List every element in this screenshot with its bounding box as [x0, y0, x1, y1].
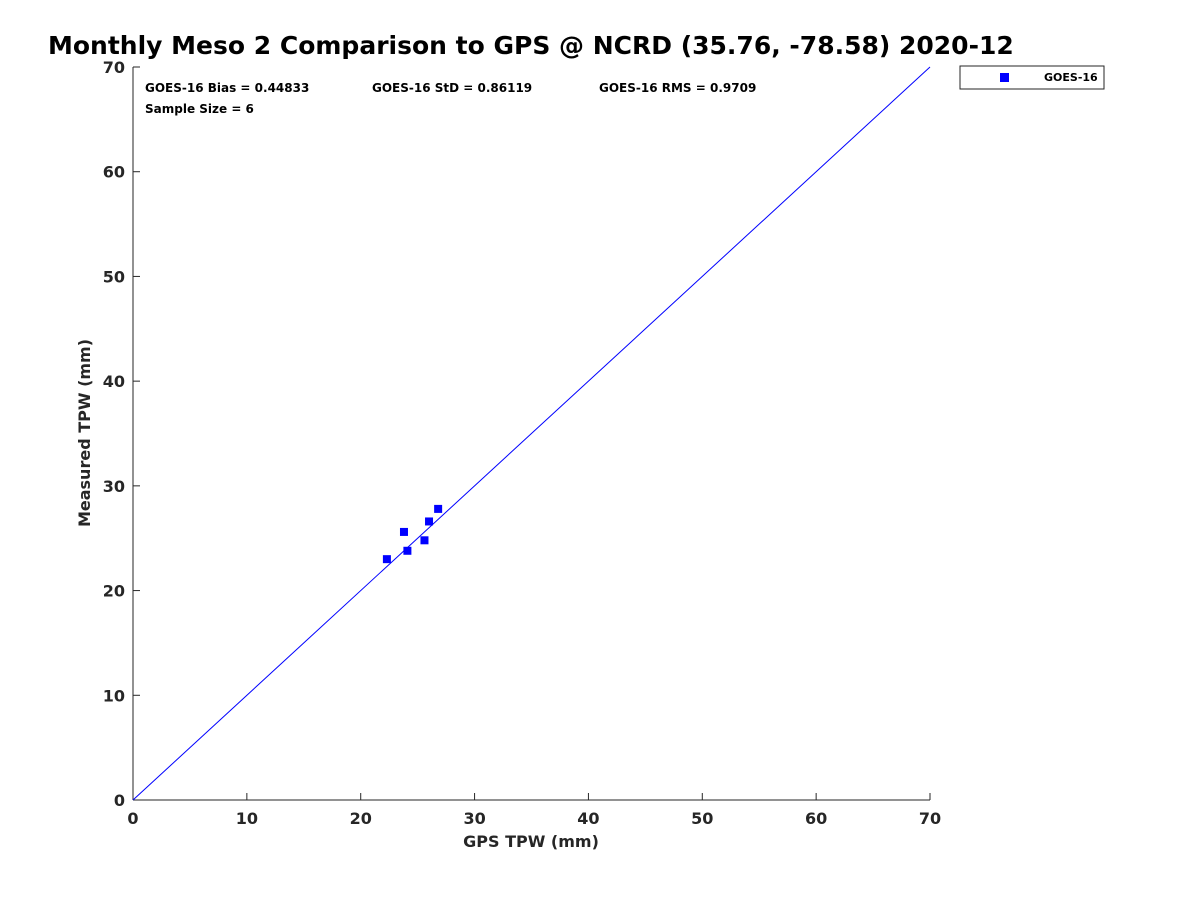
x-tick-label: 0 — [127, 809, 138, 828]
stat-bias: GOES-16 Bias = 0.44833 — [145, 81, 309, 95]
axis-ticks: 0 10 20 30 40 50 60 70 0 10 20 30 40 50 60 70 — [103, 58, 941, 828]
chart-title: Monthly Meso 2 Comparison to GPS @ NCRD … — [48, 31, 1014, 60]
data-point — [425, 517, 434, 526]
legend-label: GOES-16 — [1044, 71, 1098, 84]
data-point — [403, 546, 412, 555]
identity-reference-line — [132, 66, 931, 801]
legend-marker — [1000, 73, 1009, 82]
y-tick-label: 70 — [103, 58, 125, 77]
x-axis-label: GPS TPW (mm) — [463, 832, 599, 851]
data-point — [399, 527, 408, 536]
y-axis-label: Measured TPW (mm) — [75, 339, 94, 527]
x-tick-label: 30 — [463, 809, 485, 828]
legend-box — [959, 65, 1105, 90]
legend: GOES-16 — [959, 65, 1105, 90]
x-tick-label: 50 — [691, 809, 713, 828]
data-point — [382, 555, 391, 564]
x-tick-label: 10 — [236, 809, 258, 828]
y-tick-label: 60 — [103, 163, 125, 182]
data-point — [420, 536, 429, 545]
x-tick-label: 60 — [805, 809, 827, 828]
y-tick-label: 0 — [114, 791, 125, 810]
data-point — [434, 504, 443, 513]
stat-rms: GOES-16 RMS = 0.9709 — [599, 81, 756, 95]
y-tick-label: 10 — [103, 686, 125, 705]
x-tick-label: 20 — [350, 809, 372, 828]
stat-sample-size: Sample Size = 6 — [145, 102, 254, 116]
x-tick-label: 70 — [919, 809, 941, 828]
x-tick-label: 40 — [577, 809, 599, 828]
plot-area — [132, 67, 930, 801]
stat-std: GOES-16 StD = 0.86119 — [372, 81, 532, 95]
y-tick-label: 50 — [103, 267, 125, 286]
y-tick-label: 40 — [103, 372, 125, 391]
data-points — [382, 504, 443, 564]
stats-annotations: GOES-16 Bias = 0.44833 GOES-16 StD = 0.8… — [145, 81, 756, 116]
y-tick-label: 20 — [103, 582, 125, 601]
y-tick-label: 30 — [103, 477, 125, 496]
